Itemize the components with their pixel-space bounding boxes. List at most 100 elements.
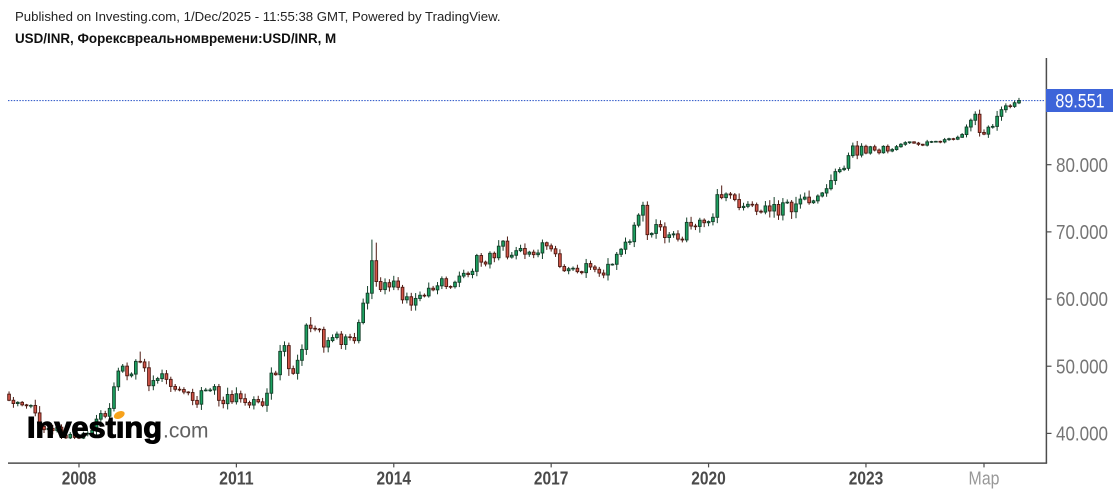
candle-body [24, 404, 29, 407]
candle [37, 406, 42, 430]
candle-body [754, 204, 759, 212]
candle [269, 367, 274, 400]
price-tick-label: 40.000 [1056, 424, 1108, 446]
candle-body [20, 401, 24, 406]
candle-body [391, 280, 396, 288]
candle [339, 331, 344, 350]
candle-body [55, 426, 59, 432]
candle [374, 242, 379, 287]
candle [776, 200, 781, 220]
candle [628, 239, 632, 245]
candle [483, 260, 488, 267]
candle-body [785, 201, 790, 204]
candle-body [864, 145, 868, 154]
candle-body [680, 238, 685, 241]
candle-body [466, 272, 470, 276]
candle-body [125, 365, 129, 377]
candle-body [514, 250, 519, 256]
candle [418, 291, 422, 302]
candle [807, 190, 811, 205]
candle-body [689, 221, 693, 227]
candle [199, 387, 204, 410]
candle-body [671, 233, 676, 236]
candle-body [247, 402, 252, 406]
candle [50, 424, 55, 435]
candle-body [203, 389, 208, 392]
candle-body [872, 146, 877, 151]
candle [475, 253, 479, 277]
candle [995, 110, 999, 131]
candle [606, 258, 610, 281]
candle [947, 137, 951, 141]
candle-body [558, 253, 562, 267]
candle-body [186, 391, 191, 394]
price-tick-label: 80.000 [1056, 155, 1108, 177]
candle [999, 106, 1004, 121]
candle-body [365, 292, 370, 304]
candle-body [885, 145, 890, 152]
candle [435, 282, 440, 295]
candle [409, 292, 414, 311]
candle-body [208, 389, 212, 392]
candle [1012, 100, 1017, 108]
candle [356, 319, 361, 344]
candle-body [155, 378, 160, 382]
candle [877, 148, 881, 155]
candle-body [741, 205, 746, 209]
candle-body [129, 373, 134, 377]
candle [391, 275, 396, 291]
candle-body [562, 265, 567, 272]
candle-body [960, 134, 964, 138]
candle-body [160, 373, 164, 380]
candle-body [173, 385, 178, 390]
candle-body [59, 426, 64, 436]
candle [221, 396, 226, 409]
candle [982, 129, 986, 136]
candle-body [68, 433, 73, 439]
candle [759, 209, 763, 214]
candle-body [278, 350, 282, 376]
candle-body [837, 169, 842, 173]
candle-body [601, 272, 606, 276]
candle [168, 376, 173, 392]
candle [754, 202, 759, 216]
candle-body [11, 399, 16, 404]
time-tick-label: 2020 [691, 469, 726, 489]
candle-body [724, 193, 728, 199]
candle-body [903, 142, 908, 145]
candle [680, 236, 685, 243]
candle-body [134, 360, 138, 375]
candle [186, 391, 191, 396]
candle-body [728, 193, 733, 196]
candle [509, 252, 514, 259]
candle [230, 390, 234, 404]
candle-body [907, 141, 912, 144]
candle-body [732, 194, 737, 201]
candle [322, 326, 326, 353]
candle-body [168, 378, 173, 387]
candle [405, 292, 409, 304]
candle [488, 251, 492, 269]
candle [361, 298, 365, 325]
candle-body [282, 345, 287, 352]
time-tick-label: 2008 [62, 469, 97, 489]
candle [741, 202, 746, 211]
candle [907, 141, 912, 144]
candle-body [470, 270, 475, 276]
candle [256, 395, 261, 404]
candle [505, 236, 510, 260]
candle-body [304, 324, 309, 350]
candle [885, 144, 890, 154]
candle [190, 388, 195, 406]
candle-body [177, 388, 182, 391]
candle [208, 387, 212, 392]
candle-body [684, 221, 689, 241]
candle [352, 332, 357, 344]
candle-body [789, 201, 794, 213]
candle [387, 279, 392, 292]
candle-body [995, 115, 999, 127]
candle-body [663, 226, 667, 238]
candle-body [409, 296, 414, 306]
candle [894, 144, 899, 151]
